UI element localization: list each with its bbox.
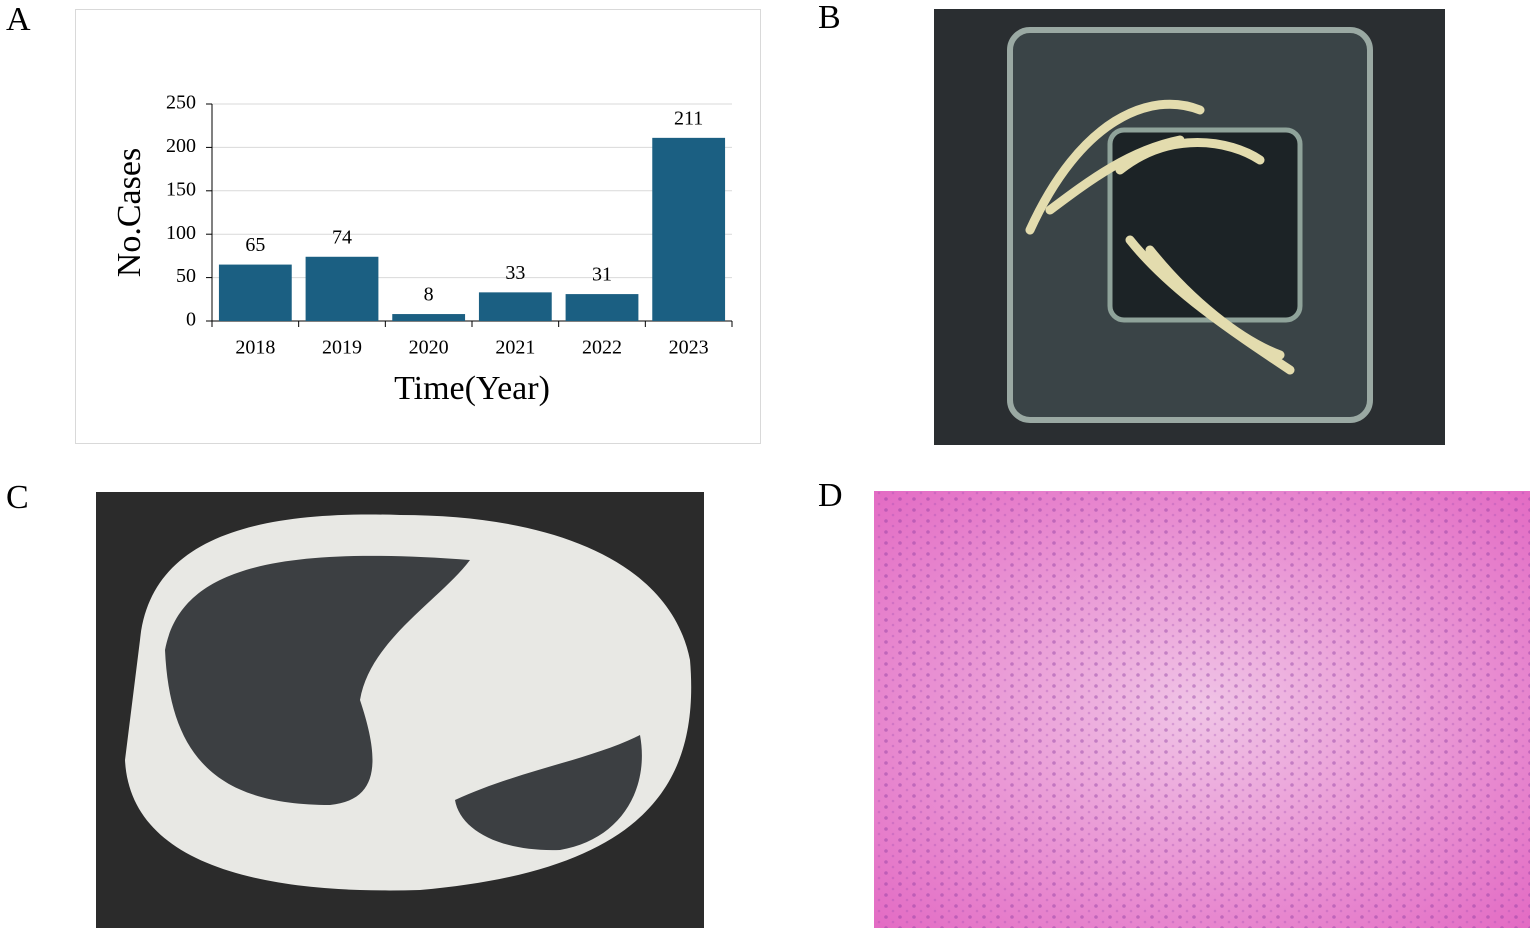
data-label: 31 <box>592 264 612 286</box>
bar <box>392 314 466 321</box>
bar <box>305 256 379 321</box>
panel-label: D <box>818 477 843 514</box>
data-label: 33 <box>505 262 525 284</box>
y-tick-label: 150 <box>166 178 196 200</box>
panel-label: C <box>6 479 29 516</box>
panel-label: B <box>818 0 841 36</box>
x-tick-label: 2023 <box>669 337 709 359</box>
chart-frame <box>75 9 761 444</box>
y-tick-label: 50 <box>176 265 196 287</box>
x-tick-label: 2019 <box>322 337 362 359</box>
y-tick-label: 200 <box>166 135 196 157</box>
y-axis-label: No.Cases <box>111 148 148 277</box>
y-tick-label: 100 <box>166 222 196 244</box>
y-tick-label: 0 <box>186 309 196 331</box>
y-tick-label: 250 <box>166 92 196 114</box>
x-axis-label: Time(Year) <box>394 370 550 407</box>
photo-ct <box>96 492 704 928</box>
data-label: 65 <box>245 234 265 256</box>
photo-cast <box>934 9 1445 445</box>
x-tick-label: 2020 <box>409 337 449 359</box>
bar <box>218 264 292 321</box>
x-tick-label: 2022 <box>582 337 622 359</box>
x-tick-label: 2018 <box>235 337 275 359</box>
bar <box>652 137 726 321</box>
panel-label: A <box>6 1 31 38</box>
data-label: 211 <box>674 107 703 129</box>
photo-histology <box>874 491 1530 928</box>
bar <box>478 292 552 321</box>
data-label: 74 <box>332 226 352 248</box>
data-label: 8 <box>424 284 434 306</box>
x-tick-label: 2021 <box>495 337 535 359</box>
bar <box>565 294 639 321</box>
